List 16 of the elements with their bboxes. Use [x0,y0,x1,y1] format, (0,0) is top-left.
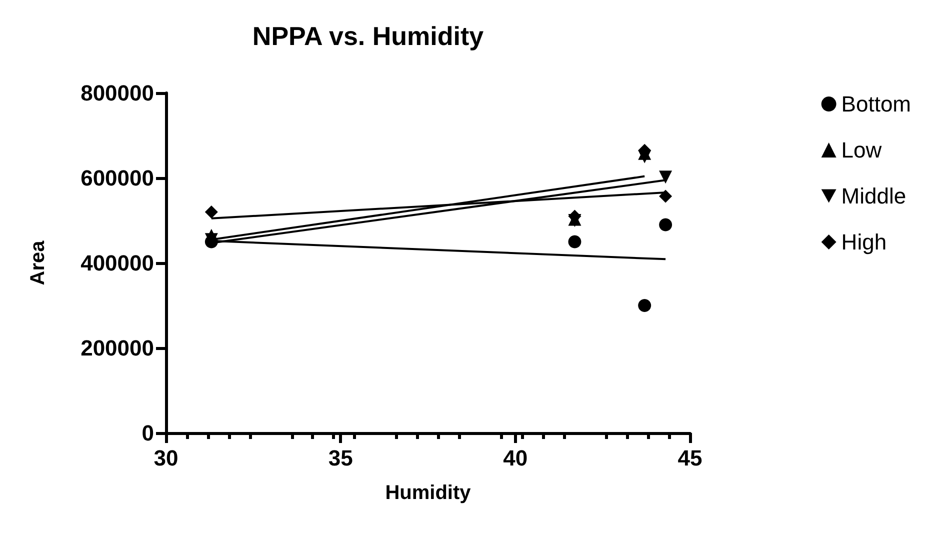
legend-label: Middle [841,184,906,208]
y-tick-label: 200000 [80,336,154,360]
x-tick-label: 45 [678,446,702,470]
x-tick-label: 35 [328,446,353,470]
x-tick-label: 30 [154,446,178,470]
y-tick-label: 600000 [80,166,154,190]
y-axis-title: Area [27,240,49,286]
chart-title: NPPA vs. Humidity [252,21,484,51]
x-axis-title: Humidity [385,482,472,504]
y-tick-label: 400000 [80,250,154,276]
y-tick-label: 0 [142,420,154,446]
x-tick-label: 40 [503,446,528,470]
legend-label: High [841,230,887,254]
y-tick-label: 800000 [80,80,154,106]
legend-label: Low [841,138,882,162]
legend-label: Bottom [841,92,912,116]
